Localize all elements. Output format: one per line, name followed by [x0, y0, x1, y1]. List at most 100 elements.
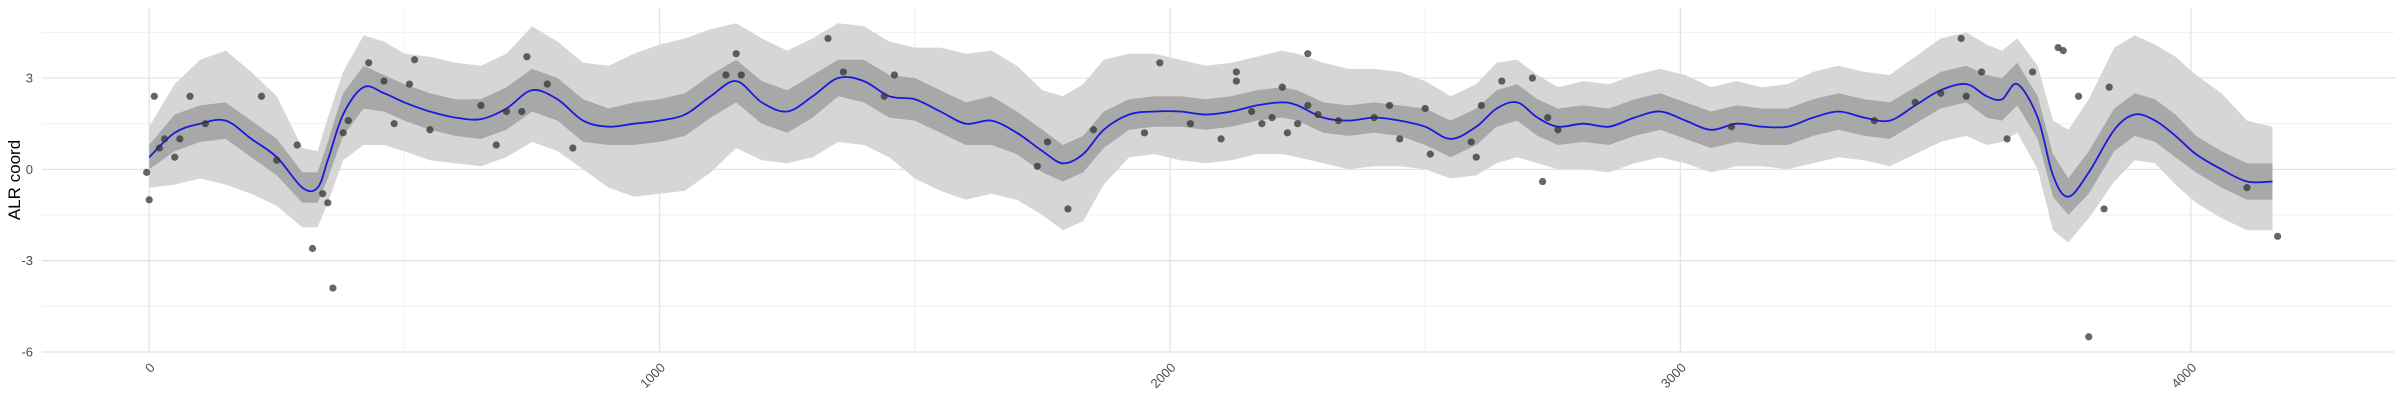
data-point: [380, 77, 388, 85]
data-point: [569, 144, 577, 152]
data-point: [143, 168, 151, 176]
data-point: [365, 59, 373, 67]
y-axis-title: ALR coord: [5, 140, 24, 220]
data-point: [2059, 47, 2067, 55]
data-point: [1962, 92, 1970, 100]
data-point: [737, 71, 745, 79]
data-point: [2100, 205, 2108, 213]
data-point: [426, 126, 434, 134]
data-point: [145, 196, 153, 204]
data-point: [339, 129, 347, 137]
data-point: [1477, 101, 1485, 110]
data-point: [329, 284, 337, 292]
data-point: [1472, 153, 1480, 161]
data-point: [2274, 232, 2282, 240]
data-point: [1554, 126, 1562, 134]
data-point: [176, 135, 184, 143]
data-point: [1268, 113, 1276, 122]
data-point: [2029, 68, 2037, 76]
data-point: [324, 199, 332, 207]
mean-line: [148, 76, 2273, 198]
data-point: [1539, 177, 1547, 186]
data-point: [1140, 129, 1149, 137]
data-point: [1421, 104, 1429, 113]
data-point: [2243, 184, 2251, 192]
confidence-bands: [149, 23, 2273, 243]
data-point: [1385, 101, 1394, 110]
data-point: [523, 53, 531, 61]
y-tick-label: 3: [26, 71, 33, 86]
data-point: [1232, 77, 1240, 85]
observation-points: [143, 34, 2282, 341]
data-point: [1957, 34, 1965, 43]
y-tick-label: -6: [21, 345, 33, 360]
data-point: [1089, 126, 1098, 134]
data-point: [1396, 135, 1404, 143]
data-point: [890, 71, 898, 79]
data-point: [1033, 162, 1041, 170]
data-point: [1304, 50, 1312, 58]
data-point: [1186, 120, 1195, 128]
data-point: [1278, 83, 1286, 91]
data-point: [155, 144, 163, 152]
data-point: [1043, 138, 1052, 146]
data-point: [2074, 92, 2083, 100]
data-point: [722, 71, 730, 79]
data-point: [1977, 68, 1986, 76]
data-point: [2105, 83, 2113, 91]
data-point: [2085, 333, 2093, 341]
data-point: [1370, 113, 1378, 122]
data-point: [1727, 123, 1736, 131]
data-point: [1248, 107, 1256, 116]
data-point: [1426, 150, 1434, 158]
data-point: [1283, 129, 1292, 137]
data-point: [1498, 77, 1506, 85]
data-point: [1258, 120, 1266, 128]
data-point: [1156, 59, 1164, 67]
data-point: [1911, 98, 1919, 106]
data-point: [543, 80, 551, 88]
data-point: [839, 68, 847, 76]
mean-line-layer: [148, 76, 2273, 198]
data-point: [308, 244, 317, 253]
data-point: [1870, 117, 1878, 125]
data-point: [518, 107, 526, 116]
data-point: [1314, 110, 1322, 119]
data-point: [186, 92, 194, 100]
inner-confidence-band: [149, 59, 2273, 215]
data-point: [2003, 135, 2011, 143]
data-point: [344, 117, 352, 125]
data-point: [1528, 74, 1537, 82]
data-point: [160, 135, 169, 143]
data-point: [1304, 101, 1312, 110]
data-point: [492, 141, 500, 149]
data-point: [319, 190, 327, 198]
data-point: [1937, 89, 1945, 97]
data-point: [477, 101, 485, 110]
data-point: [171, 153, 179, 161]
data-point: [1334, 117, 1343, 125]
data-point: [201, 120, 209, 128]
data-point: [257, 92, 266, 100]
outer-confidence-band: [149, 23, 2273, 243]
y-tick-label: 0: [26, 162, 33, 177]
data-point: [732, 50, 740, 58]
data-point: [824, 34, 832, 43]
y-tick-label: -3: [21, 253, 33, 268]
data-point: [1544, 113, 1552, 122]
data-point: [1217, 135, 1225, 143]
data-point: [1064, 205, 1072, 213]
data-point: [1232, 68, 1240, 76]
data-point: [273, 156, 281, 164]
data-point: [1467, 138, 1475, 146]
data-point: [293, 141, 301, 149]
data-point: [390, 120, 398, 128]
data-point: [150, 92, 158, 100]
data-point: [1294, 120, 1302, 128]
data-point: [405, 80, 414, 88]
data-point: [880, 92, 888, 100]
data-point: [411, 56, 419, 64]
data-point: [502, 107, 511, 116]
